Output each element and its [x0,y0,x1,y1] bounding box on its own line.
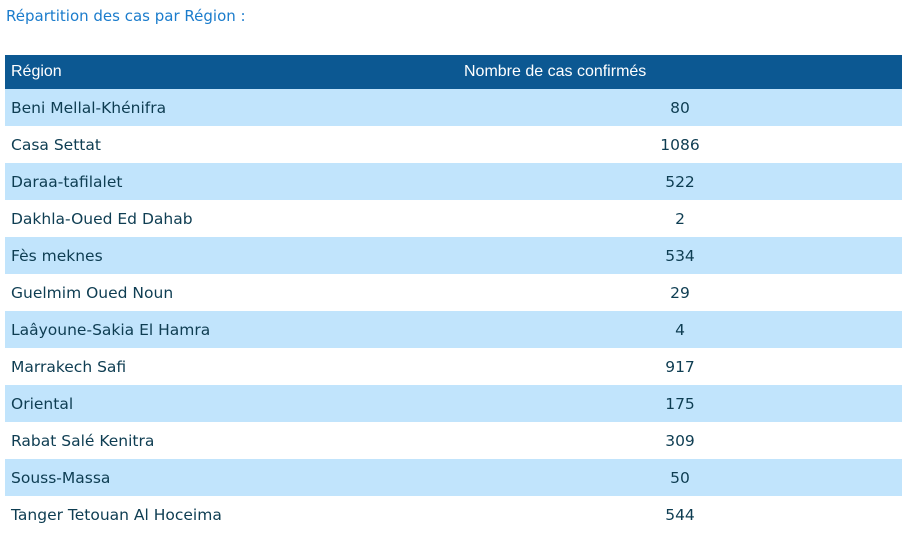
region-cell: Casa Settat [11,135,101,154]
cases-cell: 522 [458,163,902,200]
table-row: Oriental 175 [5,385,902,422]
region-cell: Rabat Salé Kenitra [11,431,155,450]
table-row: Tanger Tetouan Al Hoceima 544 [5,496,902,533]
region-cell: Beni Mellal-Khénifra [5,89,458,126]
cases-cell: 309 [665,431,695,450]
section-title: Répartition des cas par Région : [6,7,246,25]
cases-by-region-table: Région Nombre de cas confirmés Beni Mell… [5,55,902,533]
table-row: Laâyoune-Sakia El Hamra 4 [5,311,902,348]
cases-cell: 29 [670,283,690,302]
column-header-cases: Nombre de cas confirmés [458,55,902,89]
table-row: Guelmim Oued Noun 29 [5,274,902,311]
table-header-row: Région Nombre de cas confirmés [5,55,902,89]
table-row: Souss-Massa 50 [5,459,902,496]
region-cell: Daraa-tafilalet [5,163,458,200]
region-cell: Tanger Tetouan Al Hoceima [11,505,222,524]
cases-cell: 534 [458,237,902,274]
cases-cell: 4 [458,311,902,348]
region-cell: Souss-Massa [5,459,458,496]
table-row: Dakhla-Oued Ed Dahab 2 [5,200,902,237]
region-cell: Dakhla-Oued Ed Dahab [11,209,193,228]
cases-cell: 50 [458,459,902,496]
table-row: Marrakech Safi 917 [5,348,902,385]
column-header-region: Région [5,55,458,89]
cases-cell: 175 [458,385,902,422]
cases-cell: 544 [665,505,695,524]
region-cell: Fès meknes [5,237,458,274]
table-row: Fès meknes 534 [5,237,902,274]
region-cell: Guelmim Oued Noun [11,283,174,302]
table-row: Beni Mellal-Khénifra 80 [5,89,902,126]
table-row: Casa Settat 1086 [5,126,902,163]
table-row: Daraa-tafilalet 522 [5,163,902,200]
region-cell: Oriental [5,385,458,422]
region-cell: Laâyoune-Sakia El Hamra [5,311,458,348]
cases-cell: 80 [458,89,902,126]
cases-cell: 1086 [660,135,700,154]
region-cell: Marrakech Safi [11,357,127,376]
table-row: Rabat Salé Kenitra 309 [5,422,902,459]
cases-cell: 917 [665,357,695,376]
cases-cell: 2 [675,209,685,228]
